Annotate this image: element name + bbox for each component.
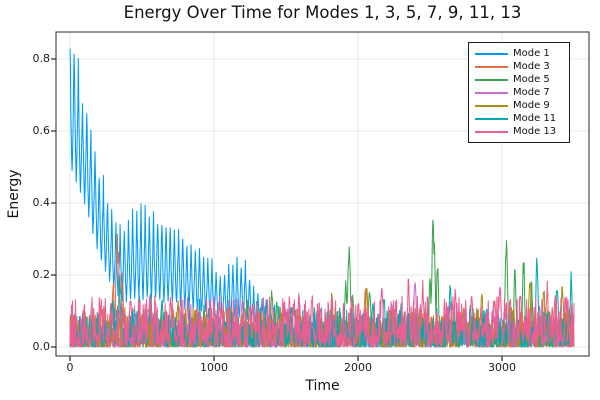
legend-line-sample — [475, 65, 508, 68]
x-axis-label: Time — [305, 378, 340, 394]
legend-line-sample — [475, 78, 508, 81]
x-tick-label: 0 — [66, 361, 74, 374]
x-tick-label: 2000 — [343, 361, 372, 374]
legend-line-sample — [475, 52, 508, 55]
legend-entry-mode-11: Mode 11 — [475, 112, 567, 125]
y-axis-label: Energy — [6, 169, 22, 219]
legend: Mode 1 Mode 3 Mode 5 Mode 7 Mode 9 Mode 11 Mod… — [468, 42, 570, 143]
legend-label: Mode 13 — [513, 125, 557, 137]
y-tick-label: 0.2 — [32, 268, 51, 281]
legend-label: Mode 7 — [513, 86, 550, 98]
legend-line-sample — [475, 104, 508, 107]
x-tick-label: 1000 — [199, 361, 228, 374]
legend-entry-mode-9: Mode 9 — [475, 99, 567, 112]
legend-label: Mode 1 — [513, 47, 550, 59]
legend-label: Mode 5 — [513, 73, 550, 85]
y-tick-label: 0.4 — [32, 196, 51, 209]
y-tick-label: 0.0 — [32, 340, 51, 353]
legend-entry-mode-1: Mode 1 — [475, 47, 567, 60]
legend-line-sample — [475, 130, 508, 133]
legend-entry-mode-3: Mode 3 — [475, 60, 567, 73]
legend-line-sample — [475, 91, 508, 94]
legend-entry-mode-5: Mode 5 — [475, 73, 567, 86]
y-tick-label: 0.8 — [32, 52, 51, 65]
x-tick-label: 3000 — [488, 361, 516, 374]
chart-title: Energy Over Time for Modes 1, 3, 5, 7, 9… — [123, 3, 522, 22]
legend-entry-mode-13: Mode 13 — [475, 125, 567, 138]
legend-label: Mode 11 — [513, 112, 557, 124]
legend-line-sample — [475, 117, 508, 120]
y-tick-label: 0.6 — [32, 124, 51, 137]
plot-frame — [55, 31, 590, 357]
legend-label: Mode 9 — [513, 99, 550, 111]
legend-entry-mode-7: Mode 7 — [475, 86, 567, 99]
series-line-mode-13 — [69, 278, 575, 348]
legend-label: Mode 3 — [513, 60, 550, 72]
